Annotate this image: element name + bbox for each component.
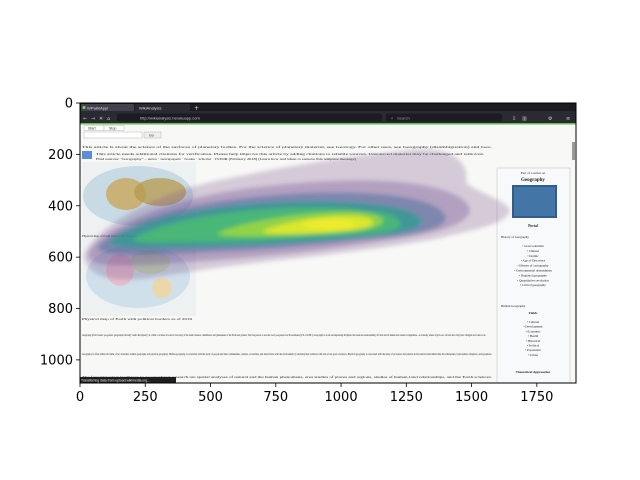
citation-notice: This article needs additional citations … — [96, 152, 484, 156]
page-input[interactable] — [83, 131, 143, 139]
status-bar-text: Transferring data from upload.wikimedia.… — [81, 379, 150, 383]
search-bar[interactable] — [386, 113, 502, 122]
search-placeholder: Search — [397, 116, 410, 121]
sidebar-list-item[interactable]: • Chinese — [527, 249, 540, 253]
sidebar-list-item[interactable]: • Environmental determinism — [514, 269, 552, 273]
y-tick-label: 1000 — [40, 353, 73, 368]
sidebar-list-item[interactable]: • History of cartography — [518, 264, 549, 268]
stop-button[interactable] — [103, 125, 125, 131]
x-tick-label: 500 — [198, 390, 223, 405]
sidebar-list-item[interactable]: • Graeco-Roman — [522, 244, 544, 248]
url-text: http://wikianalysis.herokuapp.com — [140, 116, 200, 121]
downloads-icon[interactable]: ⇩ — [512, 116, 516, 122]
x-tick-label: 1250 — [390, 390, 423, 405]
menu-icon[interactable]: ≡ — [566, 116, 570, 122]
y-tick-label: 800 — [48, 302, 73, 317]
density-peak — [303, 218, 355, 230]
sidebar-title: Geography — [521, 178, 545, 183]
sidebar-history-link[interactable]: History of Geography — [501, 235, 529, 239]
sidebar-list-item[interactable]: • Economic — [526, 329, 541, 333]
tab-1[interactable] — [81, 104, 134, 111]
sidebar-list-item[interactable]: • Development — [523, 325, 542, 329]
density-overlay — [84, 149, 510, 280]
paragraph-branches: Geography is often defined in terms of t… — [82, 352, 492, 357]
search-icon: ⌕ — [391, 116, 393, 121]
paragraph-intro: Geography (from Greek: γεωγραφία, geogra… — [82, 333, 486, 338]
x-tick-label: 1500 — [455, 390, 488, 405]
sidebar-list-item[interactable]: • Health — [528, 334, 539, 338]
axes-frame — [79, 102, 577, 384]
sidebar-list-item[interactable]: • Political — [527, 344, 540, 348]
sidebar-approaches-heading: Theoretical Approaches — [516, 370, 551, 374]
close-icon[interactable]: ✕ — [99, 116, 103, 122]
new-tab-icon[interactable]: + — [194, 105, 199, 112]
sidebar-human-geography-link[interactable]: Human Geography — [501, 304, 526, 308]
map-caption: Physical map of Earth with political bor… — [82, 317, 192, 321]
x-axis: 0 250 500 750 1000 1250 1500 1750 — [76, 383, 553, 405]
tab-1-label: WPwikiAppl — [87, 106, 108, 111]
sidebar-list-item[interactable]: • Population — [525, 348, 541, 352]
start-button-label: Start — [88, 127, 96, 131]
library-icon[interactable]: ▥ — [522, 116, 527, 122]
go-button[interactable] — [143, 131, 162, 139]
axes-area: WPwikiAppl WikiAnalysis + ← → ✕ ⌂ http:/… — [40, 97, 577, 405]
sidebar-list-item[interactable]: • Cultural — [527, 320, 539, 324]
stop-button-label: Stop — [109, 127, 116, 131]
y-axis: 0 200 400 600 800 1000 — [40, 97, 80, 368]
forward-icon[interactable]: → — [91, 116, 95, 122]
settings-icon[interactable]: ⚙ — [548, 116, 553, 122]
sidebar-list-item[interactable]: • Historical — [526, 339, 541, 343]
status-bar — [80, 377, 176, 383]
tab-2-label: WikiAnalysis — [139, 106, 161, 111]
find-sources: Find sources: "Geography" – news · newsp… — [96, 157, 356, 161]
sidebar-list-item[interactable]: • Quantitative revolution — [517, 278, 549, 282]
hatnote: This article is about the science of the… — [82, 145, 492, 150]
y-tick-label: 400 — [48, 199, 73, 214]
sidebar-portal-link[interactable]: Portal — [528, 224, 538, 228]
sidebar-list-item[interactable]: • Critical geography — [520, 283, 546, 287]
sidebar-list-item[interactable]: • Age of Discovery — [521, 259, 546, 263]
y-tick-label: 600 — [48, 251, 73, 266]
page-scrollbar[interactable] — [572, 142, 575, 160]
x-tick-label: 1000 — [325, 390, 358, 405]
back-icon[interactable]: ← — [83, 116, 87, 122]
sidebar-list-item[interactable]: • Islamic — [527, 254, 539, 258]
sidebar-fields-heading: Fields — [529, 311, 538, 315]
y-tick-label: 200 — [48, 148, 73, 163]
y-tick-label: 0 — [65, 97, 73, 112]
book-icon — [82, 151, 92, 159]
sidebar-infobox: Part of a series on Geography Portal His… — [496, 167, 571, 384]
x-tick-label: 250 — [133, 390, 158, 405]
home-icon[interactable]: ⌂ — [107, 116, 110, 122]
paragraph-traditions: The four historical traditions in geogra… — [82, 375, 492, 380]
sidebar-part-of: Part of a series on — [521, 171, 546, 175]
tab-2[interactable] — [135, 104, 190, 111]
sidebar-list-item[interactable]: • Regional geography — [519, 273, 547, 277]
x-tick-label: 0 — [76, 390, 84, 405]
sidebar-history-list: • Graeco-Roman• Chinese• Islamic• Age of… — [514, 244, 552, 287]
url-bar[interactable] — [117, 113, 382, 122]
go-button-label: Go — [149, 134, 154, 138]
sidebar-fields-list: • Cultural• Development• Economic• Healt… — [523, 320, 542, 357]
sidebar-list-item[interactable]: • Urban — [528, 353, 538, 357]
tab-favicon-icon — [82, 105, 86, 110]
x-tick-label: 1750 — [520, 390, 553, 405]
x-tick-label: 750 — [263, 390, 288, 405]
